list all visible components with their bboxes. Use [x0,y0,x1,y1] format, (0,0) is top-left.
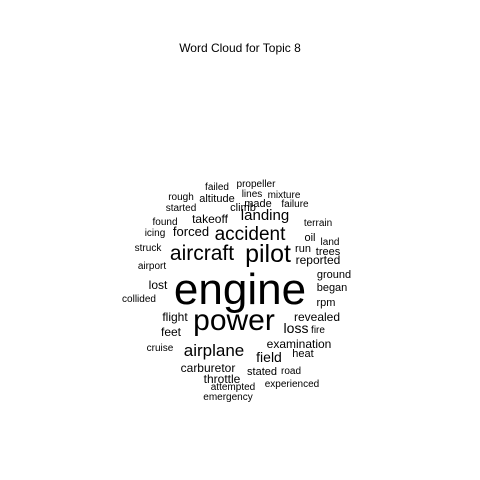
word-reported: reported [296,253,341,267]
word-forced: forced [173,224,209,239]
word-attempted: attempted [211,382,255,393]
word-collided: collided [122,294,156,305]
word-climb: climb [230,202,256,214]
word-oil: oil [304,232,315,244]
word-cruise: cruise [147,343,174,354]
word-carburetor: carburetor [181,361,236,375]
word-propeller: propeller [237,179,277,190]
word-airplane: airplane [184,341,245,360]
word-emergency: emergency [203,392,252,403]
word-struck: struck [135,243,163,254]
word-power: power [193,304,275,337]
word-rpm: rpm [317,297,336,309]
word-landing: landing [241,207,289,224]
word-lines: lines [242,189,263,200]
word-examination: examination [267,337,332,351]
word-found: found [152,217,177,228]
word-pilot: pilot [245,240,291,268]
word-experienced: experienced [265,379,319,390]
word-started: started [166,203,197,214]
word-loss: loss [284,320,309,336]
word-terrain: terrain [304,218,332,229]
word-trees: trees [316,246,341,258]
word-field: field [256,349,282,365]
word-takeoff: takeoff [192,212,228,226]
word-aircraft: aircraft [170,242,234,265]
word-run: run [295,243,311,255]
word-ground: ground [317,269,351,281]
word-engine: engine [174,265,306,314]
word-began: began [317,282,348,294]
word-airport: airport [138,261,167,272]
word-revealed: revealed [294,310,340,324]
word-accident: accident [215,224,286,245]
word-altitude: altitude [199,193,234,205]
word-road: road [281,366,301,377]
word-heat: heat [292,348,313,360]
word-throttle: throttle [204,372,241,386]
word-lost: lost [149,278,168,292]
word-fire: fire [311,325,325,336]
word-land: land [321,237,340,248]
word-failure: failure [281,199,309,210]
word-icing: icing [145,228,166,239]
word-made: made [244,198,272,210]
chart-title: Word Cloud for Topic 8 [179,41,301,55]
word-flight: flight [162,310,188,324]
word-stated: stated [247,366,277,378]
word-rough: rough [168,192,194,203]
word-feet: feet [161,325,182,339]
word-failed: failed [205,182,229,193]
word-mixture: mixture [268,190,301,201]
